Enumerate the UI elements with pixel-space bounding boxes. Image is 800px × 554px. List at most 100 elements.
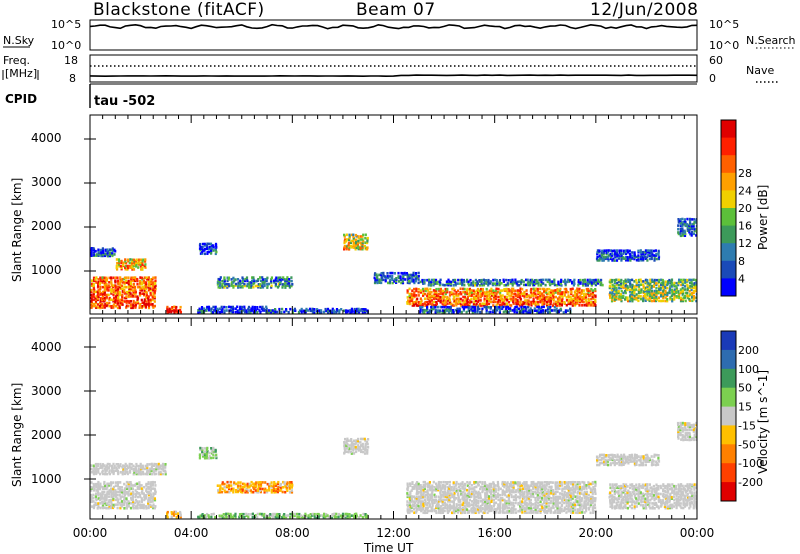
range-gate-cell <box>344 437 347 441</box>
range-gate-cell <box>275 489 278 492</box>
range-gate-cell <box>561 299 564 302</box>
range-gate-cell <box>432 307 435 311</box>
range-gate-cell <box>364 439 367 442</box>
range-gate-cell <box>225 512 228 516</box>
range-gate-cell <box>144 464 147 468</box>
range-gate-cell <box>307 516 310 519</box>
range-gate-cell <box>214 242 218 246</box>
range-gate-cell <box>250 286 253 289</box>
freq-tick-bottom: 8 <box>69 72 76 85</box>
range-gate-cell <box>376 275 379 278</box>
range-gate-cell <box>453 485 456 489</box>
range-gate-cell <box>611 296 614 300</box>
range-gate-cell <box>103 276 106 280</box>
range-gate-cell <box>658 299 661 303</box>
range-gate-cell <box>501 489 504 492</box>
range-gate-cell <box>263 491 266 494</box>
range-gate-cell <box>138 500 141 503</box>
range-gate-cell <box>503 295 507 299</box>
range-gate-cell <box>283 310 286 314</box>
range-gate-cell <box>419 484 422 487</box>
range-gate-cell <box>93 503 96 507</box>
range-gate-cell <box>646 249 649 252</box>
range-gate-cell <box>123 487 126 490</box>
range-gate-cell <box>215 244 218 247</box>
range-gate-cell <box>505 289 508 293</box>
range-gate-cell <box>144 258 147 261</box>
range-gate-cell <box>501 498 504 502</box>
range-gate-cell <box>279 282 282 286</box>
range-gate-cell <box>413 302 416 306</box>
range-gate-cell <box>473 506 476 510</box>
range-gate-cell <box>121 290 124 294</box>
range-gate-cell <box>631 286 634 290</box>
range-gate-cell <box>487 302 491 306</box>
range-gate-cell <box>526 487 529 491</box>
range-gate-cell <box>560 284 563 287</box>
range-gate-cell <box>252 285 255 289</box>
range-gate-cell <box>484 493 487 497</box>
range-gate-cell <box>561 297 564 300</box>
range-gate-cell <box>684 224 687 228</box>
colorbar-swatch <box>721 137 736 156</box>
range-gate-cell <box>592 278 596 282</box>
range-gate-cell <box>494 291 497 294</box>
range-gate-cell <box>343 442 346 446</box>
range-gate-cell <box>205 455 208 458</box>
range-gate-cell <box>90 288 93 292</box>
range-gate-cell <box>219 516 222 519</box>
range-gate-cell <box>618 286 621 290</box>
range-gate-cell <box>145 482 148 486</box>
range-gate-cell <box>426 492 429 495</box>
range-gate-cell <box>232 286 235 289</box>
range-gate-cell <box>653 293 656 296</box>
range-gate-cell <box>362 233 365 237</box>
range-gate-cell <box>201 247 204 251</box>
range-gate-cell <box>263 489 266 492</box>
range-gate-cell <box>143 304 146 308</box>
range-gate-cell <box>209 242 213 246</box>
range-gate-cell <box>695 234 697 237</box>
range-gate-cell <box>143 284 146 287</box>
range-gate-cell <box>539 508 542 511</box>
range-gate-cell <box>153 469 156 473</box>
range-gate-cell <box>528 485 531 489</box>
range-gate-cell <box>523 283 526 287</box>
range-gate-cell <box>152 292 155 295</box>
range-gate-cell <box>514 280 517 284</box>
range-gate-cell <box>681 281 684 285</box>
range-gate-cell <box>273 281 276 284</box>
range-gate-cell <box>611 295 614 298</box>
range-gate-cell <box>496 307 499 310</box>
range-gate-cell <box>348 241 351 245</box>
range-gate-cell <box>153 295 156 299</box>
range-gate-cell <box>580 291 584 294</box>
range-gate-cell <box>131 306 134 310</box>
range-gate-cell <box>285 308 288 311</box>
range-gate-cell <box>695 282 697 285</box>
range-gate-cell <box>364 445 367 449</box>
range-gate-cell <box>483 294 487 297</box>
range-gate-cell <box>280 311 283 314</box>
range-gate-cell <box>448 495 451 499</box>
range-gate-cell <box>343 450 346 454</box>
range-gate-cell <box>524 503 527 506</box>
range-gate-cell <box>507 506 510 510</box>
range-gate-cell <box>483 280 486 284</box>
range-gate-cell <box>633 286 636 290</box>
range-gate-cell <box>442 492 445 495</box>
range-gate-cell <box>448 485 451 489</box>
range-gate-cell <box>419 305 422 309</box>
range-gate-cell <box>695 229 697 232</box>
range-gate-cell <box>628 255 631 259</box>
range-gate-cell <box>646 288 650 291</box>
range-gate-cell <box>668 290 671 293</box>
range-gate-cell <box>639 255 642 259</box>
range-gate-cell <box>412 278 415 281</box>
range-gate-cell <box>270 278 273 281</box>
range-gate-cell <box>664 283 667 286</box>
range-gate-cell <box>436 305 439 309</box>
range-gate-cell <box>415 287 418 291</box>
range-gate-cell <box>123 467 127 471</box>
range-gate-cell <box>459 487 462 491</box>
